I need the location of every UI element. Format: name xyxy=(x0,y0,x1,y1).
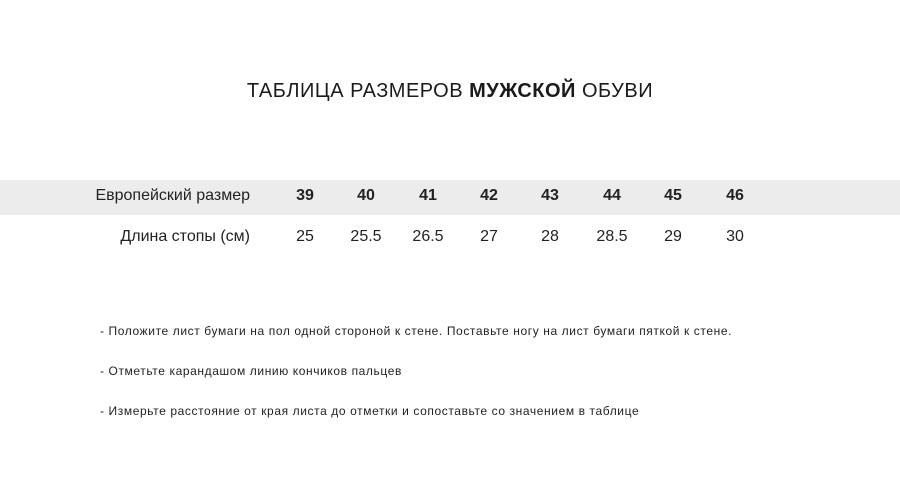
length-cell: 27 xyxy=(480,228,498,245)
row-label: Европейский размер xyxy=(95,187,250,204)
length-cell: 25 xyxy=(296,228,314,245)
length-cell: 28 xyxy=(541,228,559,245)
size-cell: 45 xyxy=(664,187,682,204)
row-label: Длина стопы (см) xyxy=(120,228,250,245)
title-text: ТАБЛИЦА РАЗМЕРОВ xyxy=(246,80,470,102)
instruction-2: - Отметьте карандашом линию кончиков пал… xyxy=(100,364,402,378)
page-title: ТАБЛИЦА РАЗМЕРОВ МУЖСКОЙ ОБУВИ xyxy=(0,80,900,103)
size-cell: 40 xyxy=(357,187,375,204)
size-cell: 43 xyxy=(541,187,559,204)
length-cell: 26.5 xyxy=(412,228,444,245)
length-cell: 30 xyxy=(726,228,744,245)
length-cell: 25.5 xyxy=(350,228,382,245)
title-bold-text: МУЖСКОЙ xyxy=(469,80,576,102)
size-cell: 42 xyxy=(480,187,498,204)
size-cell: 39 xyxy=(296,187,314,204)
length-cell: 28.5 xyxy=(596,228,628,245)
size-cell: 41 xyxy=(419,187,437,204)
size-cell: 46 xyxy=(726,187,744,204)
instruction-3: - Измерьте расстояние от края листа до о… xyxy=(100,404,640,418)
size-cell: 44 xyxy=(603,187,621,204)
length-cell: 29 xyxy=(664,228,682,245)
title-text-end: ОБУВИ xyxy=(575,80,654,102)
instruction-1: - Положите лист бумаги на пол одной стор… xyxy=(100,324,733,338)
header-row-background xyxy=(0,180,900,215)
